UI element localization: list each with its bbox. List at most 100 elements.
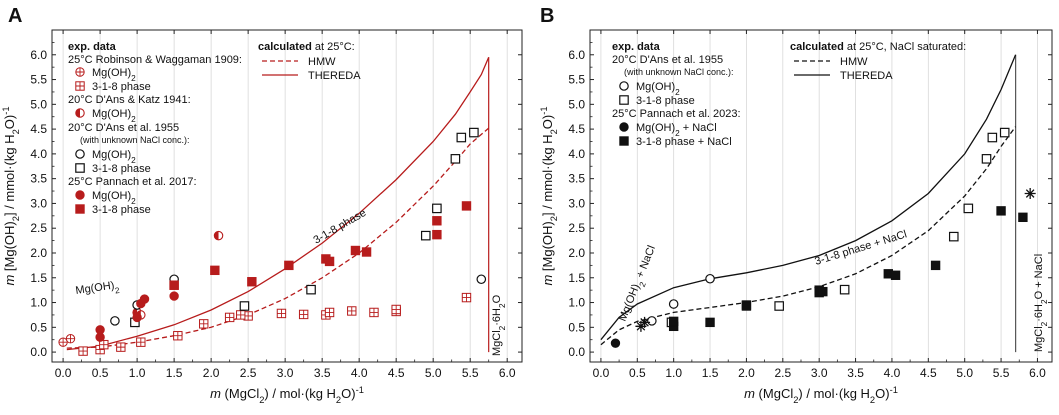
- panel-a-xtick-label: 1.5: [166, 366, 183, 380]
- text-run: Mg(OH): [75, 280, 115, 297]
- legend-b-da-318: 3-1-8 phase: [636, 95, 695, 107]
- panel-a-point-shape: [432, 229, 442, 240]
- panel-b-point: [774, 301, 784, 311]
- legend-a-da-mgoh2: Mg(OH)2: [92, 149, 136, 165]
- legend-a-marker-p-mgoh2: [75, 190, 85, 200]
- legend-a-marker-da-mgoh2: [75, 149, 85, 159]
- panel-b-point-shape: [1024, 188, 1036, 200]
- panel-a-point: [461, 201, 472, 211]
- legend-a-marker-p-318-shape: [75, 204, 85, 214]
- panel-b-point-shape: [639, 316, 651, 328]
- panel-a-point-shape: [432, 216, 442, 226]
- panel-a-point-cross: [462, 293, 471, 302]
- panel-a-point: [469, 127, 479, 138]
- legend-a-marker-da-mgoh2-shape: [75, 149, 85, 159]
- subscript: 2: [131, 197, 136, 206]
- panel-a-ytick-label: 1.5: [30, 271, 47, 285]
- panel-a-xtick-label: 2.5: [240, 366, 257, 380]
- legend-a-marker-dk-mgoh2: [75, 108, 85, 118]
- ylabel-part: m: [540, 275, 555, 286]
- panel-a-xtick-label: 0.5: [92, 366, 109, 380]
- panel-b-point-shape: [647, 316, 657, 326]
- panel-a-point: [173, 331, 183, 341]
- panel-a-ytick-label: 5.0: [30, 97, 47, 111]
- ylabel-part: [Mg(OH): [540, 221, 555, 274]
- panel-b-point: [668, 316, 679, 327]
- legend-b-marker-da-mgoh2: [619, 81, 629, 91]
- panel-a-point: [139, 294, 150, 304]
- xlabel-part: O): [341, 386, 355, 401]
- text-run: MgCl: [491, 330, 503, 356]
- panel-a-point: [298, 309, 309, 320]
- panel-b-point: [1024, 188, 1036, 200]
- xlabel-part: O): [875, 386, 889, 401]
- panel-a-point-shape: [324, 256, 335, 267]
- legend-a-marker-da-318: [75, 163, 85, 173]
- annotation-b-318: 3-1-8 phase + NaCl: [813, 228, 908, 267]
- legend-a-da-318: 3-1-8 phase: [92, 163, 151, 175]
- panel-a-point-shape: [239, 301, 250, 311]
- xlabel-part: -1: [356, 385, 364, 395]
- xlabel-part: (MgCl: [221, 386, 259, 401]
- subscript: 2: [498, 325, 507, 330]
- panel-a-point-cross: [66, 334, 75, 343]
- panel-b: B 0.0 0.5 1.0 1.5 2.0 2.5 3.0 3.5 4.0 4.5 5.0 5.5 6.…: [539, 5, 1053, 405]
- legend-b-p-318: 3-1-8 phase + NaCl: [636, 136, 732, 148]
- xlabel-part: 2: [793, 395, 798, 405]
- panel-b-ytick-label: 2.0: [568, 246, 585, 260]
- text-run: ·6H: [1033, 304, 1045, 322]
- panel-b-ytick-label: 3.5: [568, 172, 585, 186]
- panel-a-point: [78, 346, 88, 356]
- panel-a-point: [95, 325, 105, 335]
- panel-a-frame: [51, 29, 523, 363]
- calc-bold: calculated: [790, 41, 844, 53]
- panel-a-ytick-label: 4.5: [30, 122, 47, 136]
- panel-a-ytick-label: 4.0: [30, 147, 47, 161]
- panel-a-point-cross: [277, 309, 286, 318]
- panel-a-ytick-label: 2.5: [30, 221, 47, 235]
- panel-a-ytick-label: 5.5: [30, 73, 47, 87]
- text-run: Mg(OH): [92, 108, 131, 120]
- panel-a-xtick-label: 3.0: [277, 366, 294, 380]
- panel-b-point-shape: [705, 273, 715, 284]
- ylabel-part: 2: [549, 216, 559, 221]
- calc-rest: at 25°C, NaCl saturated:: [844, 41, 966, 53]
- panel-a-point: [276, 308, 287, 319]
- calc-rest: at 25°C:: [312, 41, 355, 53]
- panel-b-xtick-label: 1.0: [665, 366, 682, 380]
- legend-a-group2: 20°C D'Ans & Katz 1941:: [68, 94, 191, 106]
- panel-a-xtick-label: 3.5: [314, 366, 331, 380]
- legend-b-marker-da-318-shape: [619, 95, 629, 105]
- panel-b-point-shape: [774, 301, 784, 311]
- ylabel-part: O): [540, 115, 555, 129]
- panel-b-ytick-label: 4.0: [568, 147, 585, 161]
- panel-b-point: [741, 301, 752, 311]
- panel-b-ytick-label: 1.0: [568, 296, 585, 310]
- panel-a-point: [169, 280, 179, 290]
- panel-a-xtick-label: 5.5: [462, 366, 479, 380]
- legend-a-heading: exp. data: [68, 41, 117, 53]
- ylabel-part: ] / mmol·(kg H: [540, 134, 555, 216]
- legend-b-marker-p-mgoh2-shape: [619, 122, 629, 132]
- subscript: 2: [131, 115, 136, 124]
- panel-a-xtick-label: 4.5: [388, 366, 405, 380]
- panel-b-ytick-label: 1.5: [568, 271, 585, 285]
- xlabel-part: -1: [890, 385, 898, 395]
- panel-a-point: [58, 337, 68, 347]
- xlabel-part: m: [744, 386, 755, 401]
- text-run: Mg(OH): [92, 190, 131, 202]
- text-run: Mg(OH): [636, 81, 675, 93]
- panel-b-point: [639, 316, 651, 328]
- panel-b-point-shape: [948, 231, 959, 242]
- legend-b-thereda: THEREDA: [840, 70, 893, 82]
- subscript: 2: [131, 156, 136, 165]
- panel-b-point: [890, 270, 901, 280]
- panel-a-point-cross: [299, 310, 308, 319]
- panel-b-frame: [589, 29, 1053, 363]
- panel-b-point: [987, 132, 998, 143]
- panel-a-xtick-label: 4.0: [351, 366, 368, 380]
- panel-a-point-shape: [139, 294, 150, 304]
- panel-a-point-shape: [284, 260, 294, 271]
- xlabel-part: 2: [259, 395, 264, 405]
